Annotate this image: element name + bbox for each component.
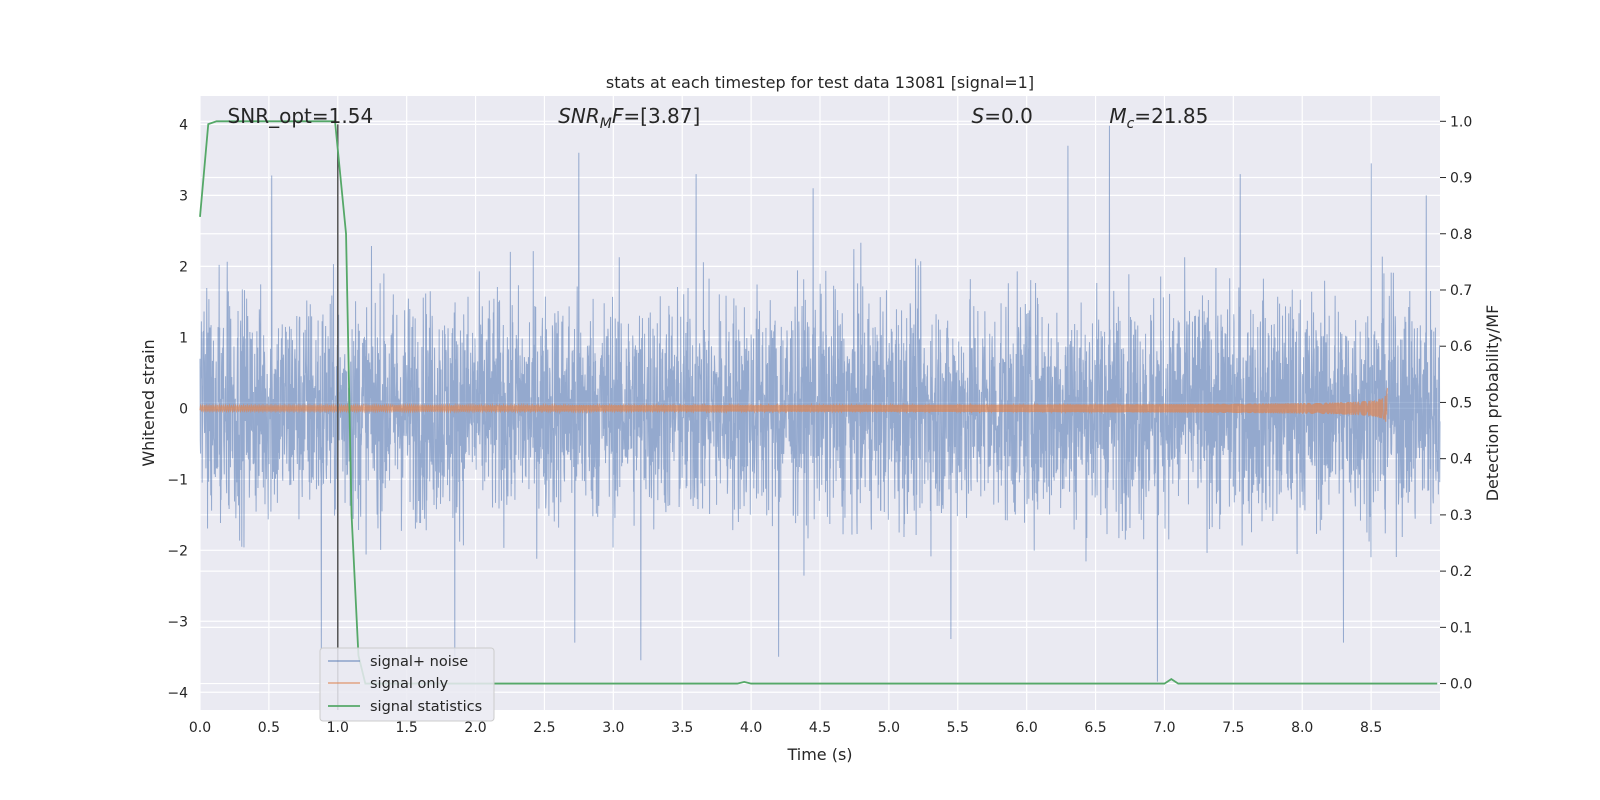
y-tick-label: 2 bbox=[179, 259, 188, 275]
y2-tick-label: 1.0 bbox=[1450, 114, 1472, 130]
x-axis-label: Time (s) bbox=[786, 745, 852, 764]
x-tick-label: 5.5 bbox=[947, 720, 969, 736]
x-tick-label: 3.0 bbox=[602, 720, 624, 736]
chart-title: stats at each timestep for test data 130… bbox=[606, 73, 1034, 92]
x-tick-label: 4.0 bbox=[740, 720, 762, 736]
y2-tick-label: 0.0 bbox=[1450, 677, 1472, 693]
signal-statistics-series bbox=[199, 120, 1438, 685]
legend-label-signal-statistics: signal statistics bbox=[370, 699, 482, 715]
x-tick-label: 7.5 bbox=[1222, 720, 1244, 736]
x-tick-label: 6.5 bbox=[1084, 720, 1106, 736]
x-tick-label: 4.5 bbox=[809, 720, 831, 736]
annotation-snr-mf: SNRMF=[3.87] bbox=[558, 104, 700, 132]
x-tick-label: 3.5 bbox=[671, 720, 693, 736]
x-tick-label: 2.0 bbox=[464, 720, 486, 736]
signal-statistics-line bbox=[199, 120, 1438, 685]
y2-tick-label: 0.3 bbox=[1450, 508, 1472, 524]
x-tick-label: 5.0 bbox=[878, 720, 900, 736]
legend-label-signal-only: signal only bbox=[370, 676, 449, 692]
y2-tick-label: 0.7 bbox=[1450, 283, 1472, 299]
y-tick-label: −4 bbox=[167, 685, 188, 701]
x-tick-label: 2.5 bbox=[533, 720, 555, 736]
y-tick-label: 4 bbox=[179, 117, 188, 133]
x-tick-label: 8.0 bbox=[1291, 720, 1313, 736]
legend-label-signal-noise: signal+ noise bbox=[370, 654, 468, 670]
legend: signal+ noise signal only signal statist… bbox=[319, 647, 495, 722]
annotation-s-stat: S=0.0 bbox=[972, 104, 1033, 128]
axis-ticks: 0.0 0.5 1.0 1.5 2.0 2.5 3.0 3.5 4.0 4.5 5.0 5.5 6.0 6… bbox=[167, 114, 1472, 736]
y2-tick-label: 0.1 bbox=[1450, 620, 1472, 636]
y2-tick-label: 0.8 bbox=[1450, 227, 1472, 243]
y2-tick-label: 0.9 bbox=[1450, 171, 1472, 187]
x-tick-label: 1.5 bbox=[396, 720, 418, 736]
x-tick-label: 8.5 bbox=[1360, 720, 1382, 736]
y2-tick-label: 0.2 bbox=[1450, 564, 1472, 580]
y2-tick-label: 0.5 bbox=[1450, 395, 1472, 411]
signal-noise-series bbox=[199, 125, 1441, 682]
legend-box bbox=[319, 647, 495, 722]
signal-only-series bbox=[199, 387, 1389, 422]
y-tick-label: −2 bbox=[167, 543, 188, 559]
y-axis-label: Whitened strain bbox=[139, 339, 158, 466]
signal-noise-line bbox=[199, 125, 1441, 682]
y-tick-label: 1 bbox=[179, 330, 188, 346]
y-tick-label: 3 bbox=[179, 188, 188, 204]
annotation-chirp-mass: Mc=21.85 bbox=[1109, 104, 1208, 132]
x-tick-label: 0.5 bbox=[258, 720, 280, 736]
y2-tick-label: 0.6 bbox=[1450, 339, 1472, 355]
x-tick-label: 7.0 bbox=[1153, 720, 1175, 736]
x-tick-label: 6.0 bbox=[1016, 720, 1038, 736]
annotations: SNR_opt=1.54 SNRMF=[3.87] S=0.0 Mc=21.85 bbox=[228, 104, 1209, 132]
y2-tick-label: 0.4 bbox=[1450, 452, 1472, 468]
x-tick-label: 1.0 bbox=[327, 720, 349, 736]
y-tick-label: −1 bbox=[167, 472, 188, 488]
y-tick-label: 0 bbox=[179, 401, 188, 417]
annotation-snr-opt: SNR_opt=1.54 bbox=[228, 104, 374, 128]
signal-only-line bbox=[199, 387, 1389, 422]
y-tick-label: −3 bbox=[167, 614, 188, 630]
y2-axis-label: Detection probability/MF bbox=[1483, 305, 1502, 502]
x-tick-label: 0.0 bbox=[189, 720, 211, 736]
